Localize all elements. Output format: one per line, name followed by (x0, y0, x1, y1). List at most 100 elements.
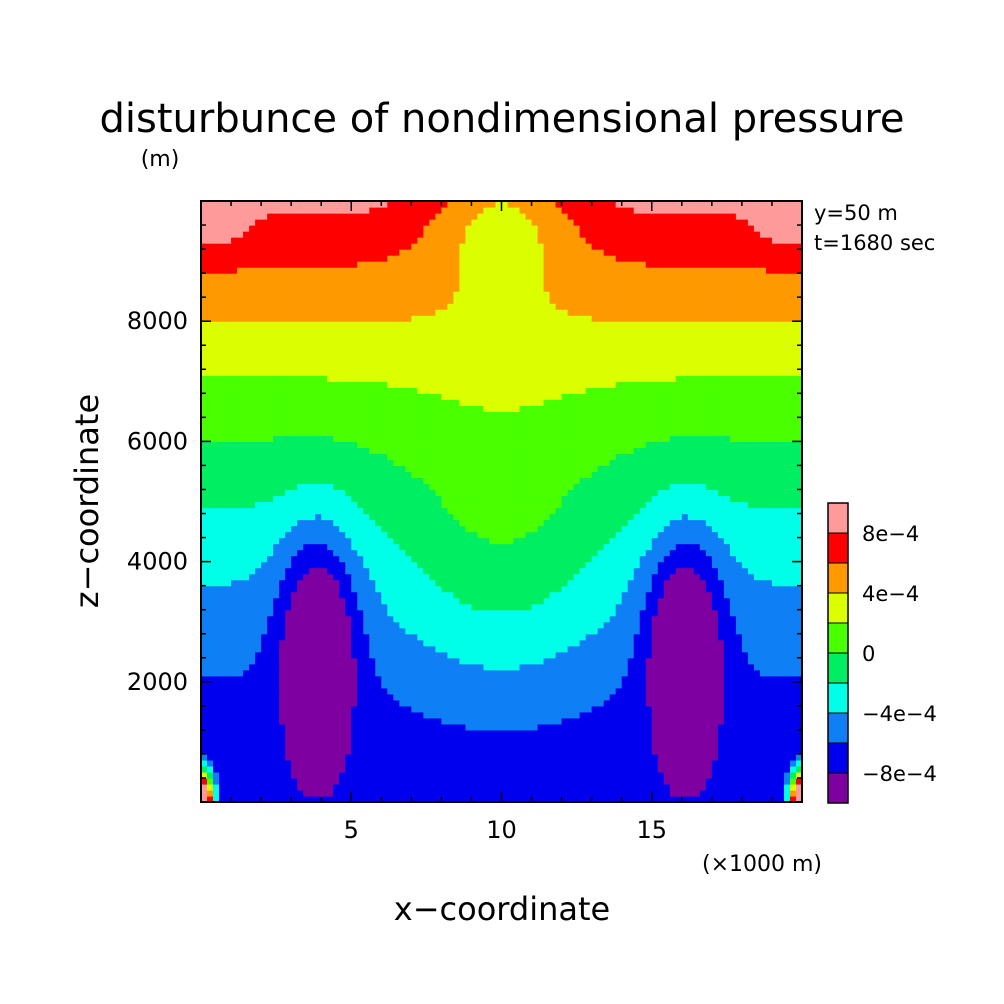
contour-cell (753, 645, 761, 653)
contour-cell (423, 771, 430, 779)
contour-cell (471, 795, 479, 803)
contour-cell (549, 537, 557, 545)
contour-cell (309, 531, 316, 539)
contour-cell (351, 639, 358, 647)
contour-cell (507, 687, 515, 695)
contour-cell (249, 753, 256, 761)
contour-cell (357, 573, 364, 581)
contour-cell (591, 765, 599, 773)
contour-cell (255, 597, 262, 605)
contour-cell (747, 789, 755, 797)
contour-cell (609, 795, 617, 803)
contour-cell (345, 699, 352, 707)
contour-cell (231, 735, 238, 743)
contour-cell (387, 723, 394, 731)
contour-cell (225, 567, 232, 575)
contour-cell (255, 795, 262, 803)
contour-cell (201, 525, 208, 533)
contour-cell (387, 753, 394, 761)
contour-cell (645, 753, 653, 761)
contour-cell (489, 543, 497, 551)
contour-cell (453, 639, 461, 647)
contour-cell (201, 591, 208, 599)
contour-cell (747, 741, 755, 749)
contour-cell (603, 597, 611, 605)
contour-cell (381, 639, 388, 647)
contour-cell (255, 609, 262, 617)
contour-cell (675, 711, 683, 719)
contour-cell (795, 777, 803, 785)
contour-cell (303, 573, 310, 581)
contour-cell (543, 627, 551, 635)
contour-cell (207, 567, 214, 575)
contour-cell (705, 699, 713, 707)
contour-cell (267, 525, 274, 533)
contour-cell (447, 531, 455, 539)
contour-cell (423, 783, 430, 791)
contour-cell (411, 717, 418, 725)
contour-cell (507, 531, 515, 539)
contour-cell (753, 663, 761, 671)
contour-cell (273, 579, 280, 587)
contour-cell (675, 627, 683, 635)
contour-cell (447, 711, 455, 719)
contour-cell (249, 513, 256, 521)
contour-cell (465, 609, 473, 617)
contour-cell (705, 561, 713, 569)
contour-cell (507, 693, 515, 701)
contour-cell (333, 597, 340, 605)
contour-cell (393, 573, 400, 581)
contour-cell (681, 561, 689, 569)
contour-cell (255, 549, 262, 557)
contour-cell (543, 591, 551, 599)
contour-cell (375, 639, 382, 647)
contour-cell (723, 795, 731, 803)
contour-cell (327, 777, 334, 785)
contour-cell (369, 519, 376, 527)
contour-cell (759, 753, 767, 761)
contour-cell (423, 711, 430, 719)
contour-cell (465, 789, 473, 797)
contour-cell (387, 621, 394, 629)
contour-cell (297, 759, 304, 767)
contour-cell (645, 555, 653, 563)
contour-cell (657, 525, 665, 533)
contour-cell (429, 729, 436, 737)
contour-cell (315, 789, 322, 797)
contour-cell (345, 777, 352, 785)
contour-cell (741, 669, 749, 677)
contour-cell (549, 507, 557, 515)
contour-cell (693, 789, 701, 797)
contour-cell (501, 759, 509, 767)
contour-cell (591, 537, 599, 545)
contour-cell (429, 597, 436, 605)
contour-cell (693, 741, 701, 749)
contour-cell (507, 507, 515, 515)
contour-cell (201, 651, 208, 659)
contour-cell (657, 507, 665, 515)
contour-cell (705, 615, 713, 623)
contour-cell (477, 561, 485, 569)
contour-cell (507, 645, 515, 653)
contour-cell (405, 669, 412, 677)
contour-cell (309, 777, 316, 785)
contour-cell (687, 531, 695, 539)
contour-cell (783, 537, 791, 545)
contour-cell (609, 759, 617, 767)
contour-cell (771, 759, 779, 767)
contour-cell (297, 627, 304, 635)
contour-cell (603, 795, 611, 803)
contour-cell (585, 621, 593, 629)
contour-cell (753, 513, 761, 521)
contour-cell (369, 537, 376, 545)
contour-cell (561, 795, 569, 803)
contour-cell (663, 699, 671, 707)
contour-cell (639, 543, 647, 551)
contour-cell (297, 675, 304, 683)
contour-cell (675, 675, 683, 683)
contour-cell (399, 549, 406, 557)
contour-cell (297, 705, 304, 713)
contour-cell (471, 717, 479, 725)
contour-cell (321, 783, 328, 791)
contour-cell (225, 537, 232, 545)
